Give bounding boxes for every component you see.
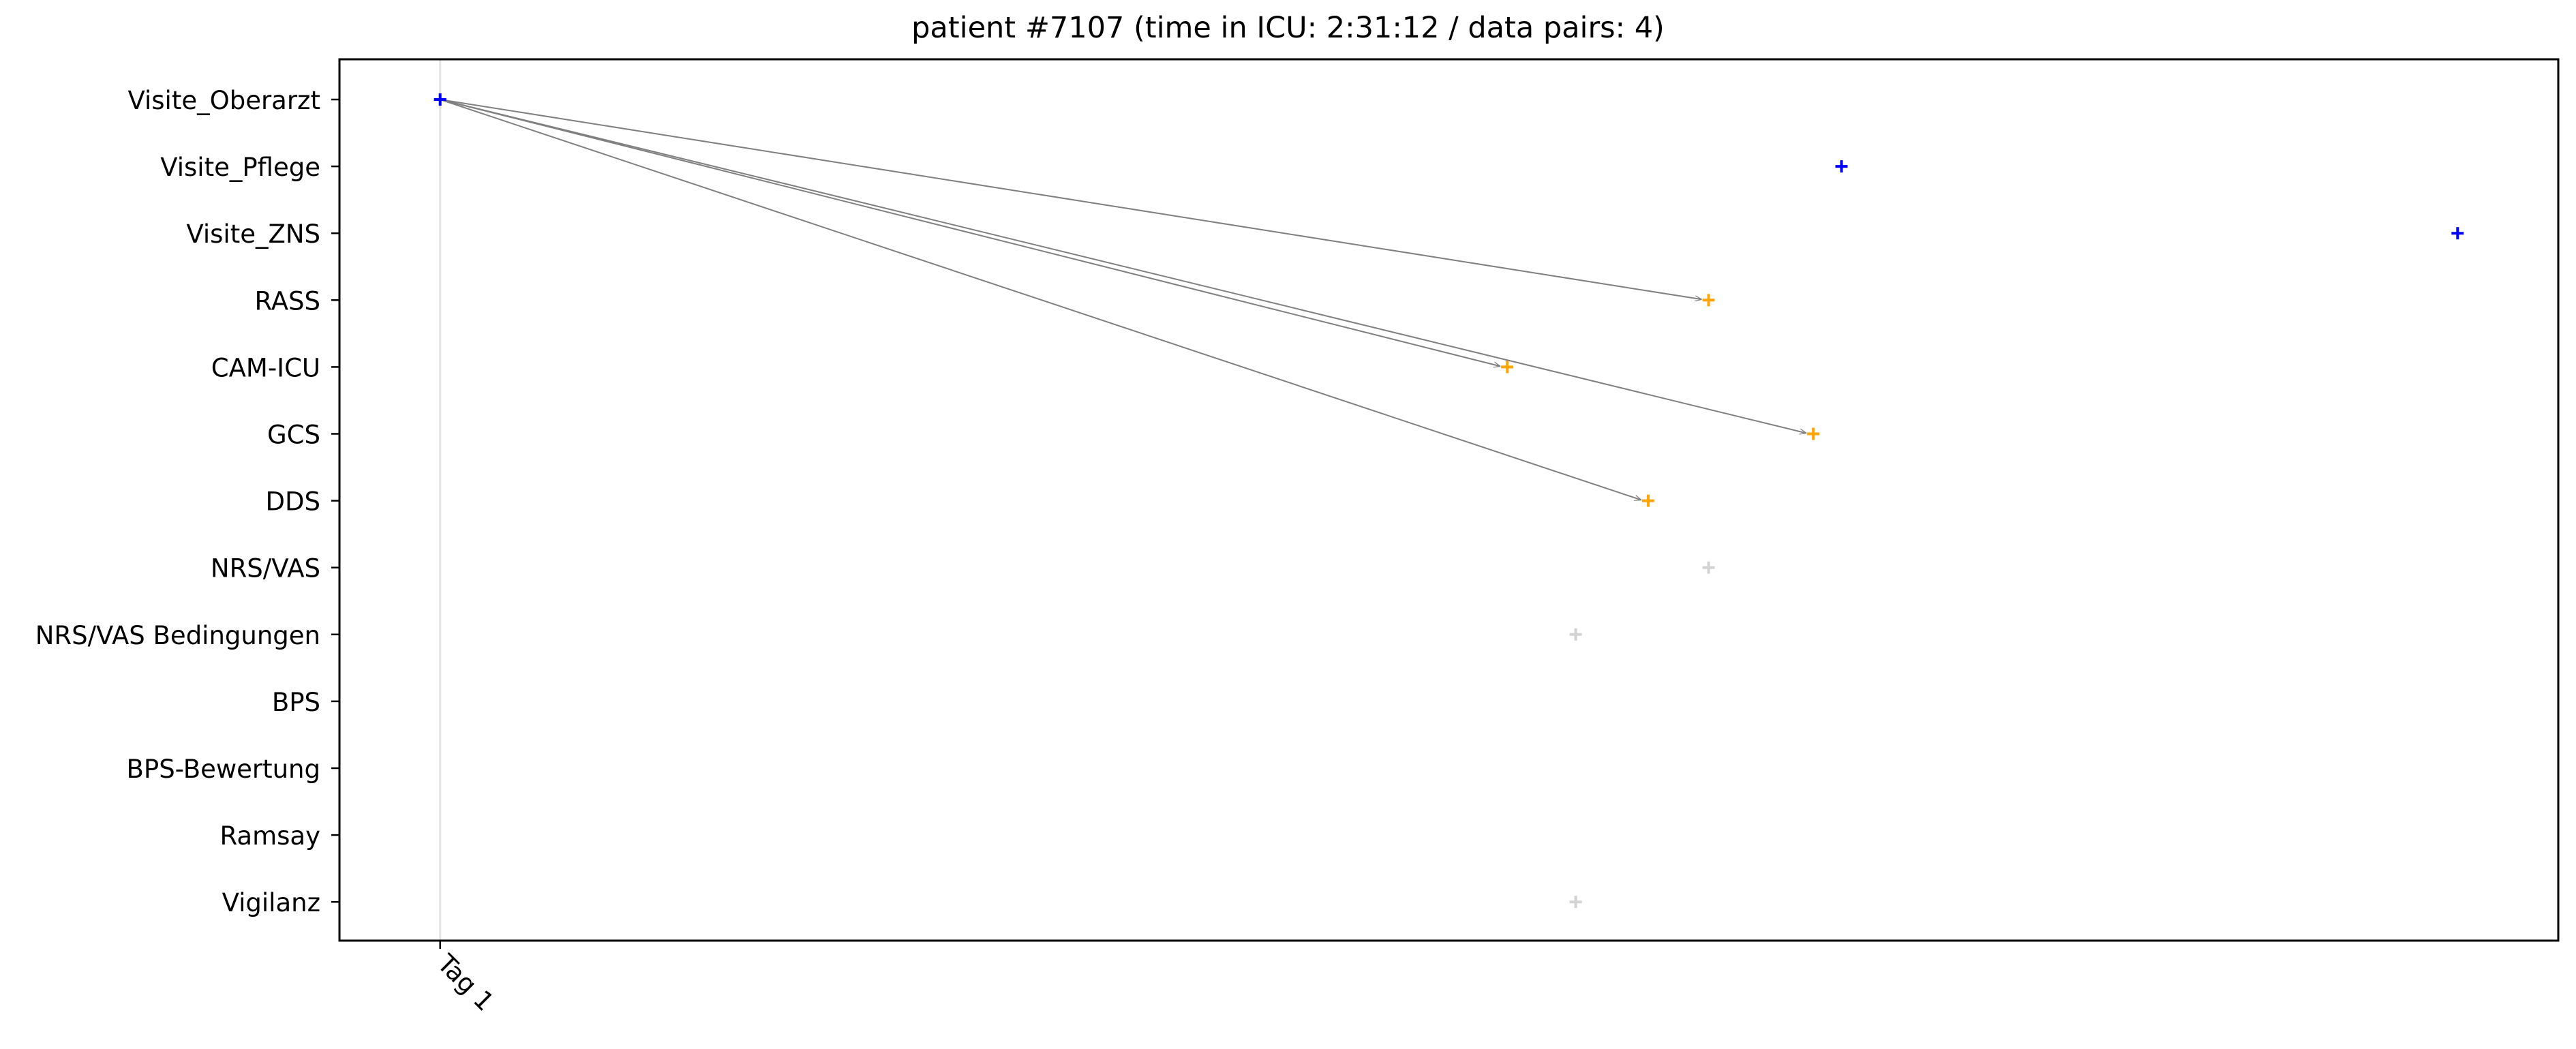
pair-arrow-gcs xyxy=(440,99,1806,434)
y-tick-label-cam-icu: CAM-ICU xyxy=(211,353,320,382)
y-tick-label-nrs-vas: NRS/VAS xyxy=(211,554,320,583)
point-rass xyxy=(1702,294,1715,307)
point-nrs-vas-bedingungen xyxy=(1569,628,1582,641)
y-tick-label-bps-bewertung: BPS-Bewertung xyxy=(127,755,321,784)
y-tick-label-vigilanz: Vigilanz xyxy=(222,888,320,917)
y-tick-label-rass: RASS xyxy=(255,286,321,316)
point-gcs xyxy=(1807,427,1820,440)
point-nrs-vas xyxy=(1702,561,1715,574)
y-tick-label-visite-pflege: Visite_Pflege xyxy=(160,153,320,182)
y-tick-label-visite-zns: Visite_ZNS xyxy=(186,219,320,249)
chart-title: patient #7107 (time in ICU: 2:31:12 / da… xyxy=(911,11,1665,45)
point-visite-zns xyxy=(2451,227,2464,240)
point-visite-oberarzt xyxy=(434,93,446,106)
pair-arrow-cam-icu xyxy=(440,99,1500,366)
y-tick-label-bps: BPS xyxy=(272,688,320,717)
pair-arrow-dds xyxy=(440,99,1641,500)
plot-frame xyxy=(338,58,2560,942)
point-cam-icu xyxy=(1501,361,1514,374)
x-tick-label: Tag 1 xyxy=(431,948,500,1016)
y-tick-label-ramsay: Ramsay xyxy=(220,821,320,851)
y-tick-label-nrs-vas-bedingungen: NRS/VAS Bedingungen xyxy=(35,621,320,650)
point-visite-pflege xyxy=(1835,160,1848,173)
y-tick-label-visite-oberarzt: Visite_Oberarzt xyxy=(127,86,320,115)
y-tick-label-dds: DDS xyxy=(266,487,320,517)
y-tick-label-gcs: GCS xyxy=(267,421,320,450)
point-vigilanz xyxy=(1569,896,1582,909)
pair-arrow-rass xyxy=(440,99,1702,299)
point-dds xyxy=(1641,494,1654,507)
